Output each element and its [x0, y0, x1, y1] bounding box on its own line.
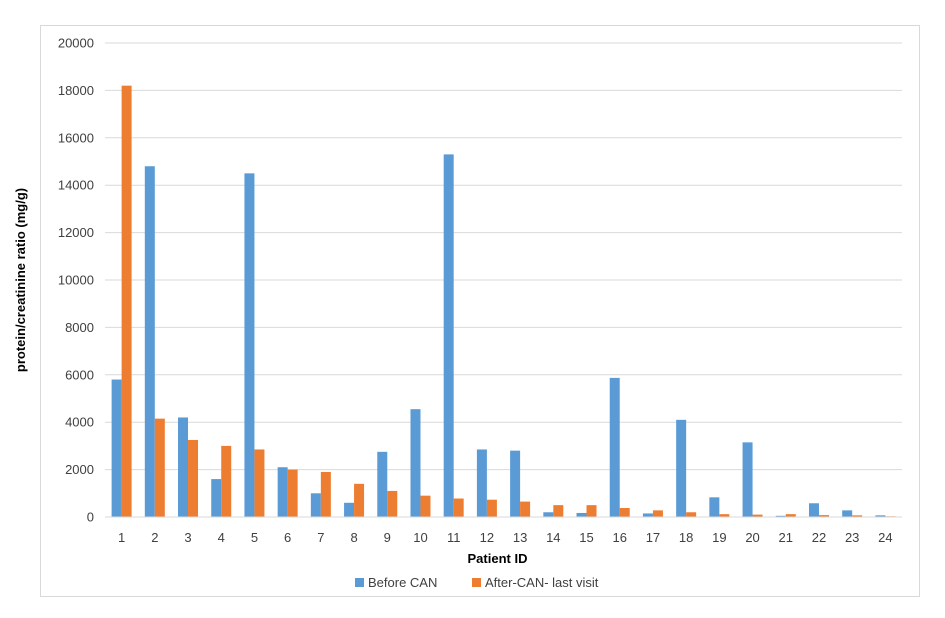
- bar-after-can: [420, 495, 431, 517]
- bar-before-can: [742, 442, 753, 517]
- y-axis-ticks: 0 2000 4000 6000 8000 10000 12000 14000 16000 180…: [58, 36, 94, 525]
- x-tick-label: 7: [317, 530, 324, 545]
- legend-label-after-can: After-CAN- last visit: [485, 575, 599, 590]
- x-tick-label: 21: [779, 530, 793, 545]
- bar-before-can: [709, 497, 720, 517]
- bar-before-can: [211, 479, 222, 517]
- x-axis-title: Patient ID: [468, 551, 528, 566]
- bar-after-can: [320, 471, 331, 517]
- x-tick-label: 3: [184, 530, 191, 545]
- x-tick-label: 15: [579, 530, 593, 545]
- x-tick-label: 4: [218, 530, 225, 545]
- bar-before-can: [543, 512, 554, 517]
- x-tick-label: 8: [350, 530, 357, 545]
- bar-before-can: [476, 449, 487, 517]
- y-tick-label: 20000: [58, 36, 94, 51]
- x-tick-label: 5: [251, 530, 258, 545]
- bar-after-can: [752, 514, 763, 517]
- bar-before-can: [808, 503, 819, 517]
- bar-after-can: [553, 505, 564, 517]
- x-tick-label: 24: [878, 530, 892, 545]
- y-tick-label: 8000: [65, 320, 94, 335]
- x-tick-label: 23: [845, 530, 859, 545]
- y-tick-label: 14000: [58, 178, 94, 193]
- y-tick-label: 4000: [65, 415, 94, 430]
- bar-after-can: [520, 501, 531, 517]
- bar-after-can: [652, 510, 663, 517]
- x-tick-label: 11: [447, 530, 461, 545]
- bars: [111, 85, 896, 518]
- bar-before-can: [875, 515, 886, 517]
- bar-after-can: [453, 498, 464, 517]
- bar-after-can: [387, 490, 398, 517]
- x-tick-label: 17: [646, 530, 660, 545]
- bar-after-can: [486, 499, 497, 517]
- bar-after-can: [354, 483, 365, 517]
- legend-swatch-before-can: [355, 578, 364, 587]
- x-axis-ticks: 1 2 3 4 5 6 7 8 9 10 11 12 13 14 15 16 17 18 19 20 21 22 23 24: [118, 530, 893, 545]
- bar-before-can: [676, 419, 687, 517]
- chart-frame: [40, 25, 920, 597]
- legend: Before CAN After-CAN- last visit: [355, 575, 599, 590]
- x-tick-label: 2: [151, 530, 158, 545]
- bar-before-can: [576, 512, 587, 517]
- bar-after-can: [818, 515, 829, 517]
- bar-before-can: [277, 467, 288, 517]
- gridlines: [105, 42, 902, 471]
- bar-before-can: [510, 450, 521, 517]
- bar-before-can: [344, 502, 355, 517]
- bar-after-can: [785, 514, 796, 517]
- bar-after-can: [287, 469, 298, 517]
- y-tick-label: 12000: [58, 225, 94, 240]
- y-tick-label: 18000: [58, 83, 94, 98]
- legend-swatch-after-can: [472, 578, 481, 587]
- x-tick-label: 20: [745, 530, 759, 545]
- bar-before-can: [775, 515, 786, 517]
- bar-after-can: [188, 439, 199, 517]
- bar-after-can: [852, 515, 863, 517]
- legend-label-before-can: Before CAN: [368, 575, 437, 590]
- bar-before-can: [842, 510, 853, 517]
- bar-before-can: [642, 513, 653, 517]
- bar-before-can: [443, 154, 454, 517]
- x-tick-label: 22: [812, 530, 826, 545]
- y-axis-title: protein/creatinine ratio (mg/g): [13, 188, 28, 372]
- x-tick-label: 18: [679, 530, 693, 545]
- bar-before-can: [178, 417, 189, 517]
- bar-before-can: [410, 409, 421, 517]
- bar-before-can: [244, 173, 255, 517]
- x-tick-label: 14: [546, 530, 560, 545]
- bar-after-can: [586, 505, 597, 517]
- bar-before-can: [377, 451, 388, 517]
- bar-after-can: [254, 449, 265, 517]
- x-tick-label: 6: [284, 530, 291, 545]
- x-tick-label: 16: [612, 530, 626, 545]
- bar-after-can: [719, 514, 730, 517]
- x-tick-label: 9: [384, 530, 391, 545]
- bar-before-can: [609, 377, 620, 517]
- bar-after-can: [221, 445, 232, 517]
- bar-before-can: [144, 166, 155, 518]
- x-tick-label: 12: [480, 530, 494, 545]
- y-tick-label: 2000: [65, 462, 94, 477]
- y-tick-label: 0: [87, 510, 94, 525]
- bar-before-can: [310, 493, 321, 517]
- y-tick-label: 16000: [58, 130, 94, 145]
- x-tick-label: 19: [712, 530, 726, 545]
- y-tick-label: 10000: [58, 273, 94, 288]
- bar-after-can: [121, 85, 132, 517]
- x-tick-label: 10: [413, 530, 427, 545]
- y-tick-label: 6000: [65, 367, 94, 382]
- bar-after-can: [154, 418, 165, 517]
- bar-before-can: [111, 379, 122, 517]
- x-tick-label: 13: [513, 530, 527, 545]
- x-tick-label: 1: [118, 530, 125, 545]
- bar-after-can: [686, 512, 697, 517]
- bar-after-can: [619, 507, 630, 517]
